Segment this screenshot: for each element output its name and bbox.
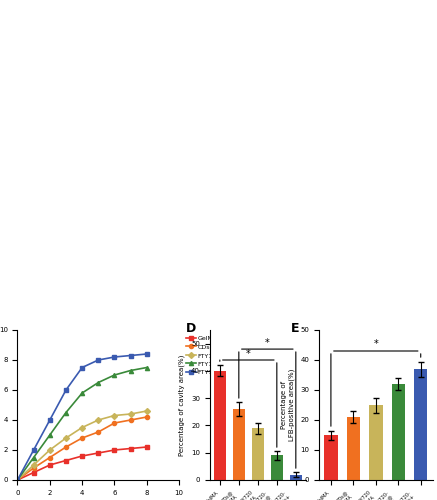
Y-axis label: Percentage of cavity area(%): Percentage of cavity area(%) <box>179 354 185 456</box>
Bar <box>233 409 245 480</box>
Bar <box>271 456 283 480</box>
Bar <box>414 369 427 480</box>
Bar <box>392 384 405 480</box>
Text: D: D <box>186 322 196 336</box>
Text: *: * <box>246 348 251 358</box>
Bar <box>324 435 338 480</box>
Bar <box>290 474 302 480</box>
Bar <box>369 405 382 480</box>
Text: *: * <box>265 338 270 347</box>
Y-axis label: Percentage of
LFB-positive area(%): Percentage of LFB-positive area(%) <box>281 369 295 441</box>
Text: *: * <box>374 340 378 349</box>
Bar <box>347 417 360 480</box>
Legend: GelMA, CDs@GelMA, FTY720@GelMA, FTY720-CDs@GelMA, FTY720-CDs+NSCs: GelMA, CDs@GelMA, FTY720@GelMA, FTY720-C… <box>184 333 264 378</box>
Text: E: E <box>291 322 299 336</box>
Bar <box>214 371 225 480</box>
Bar <box>252 428 264 480</box>
